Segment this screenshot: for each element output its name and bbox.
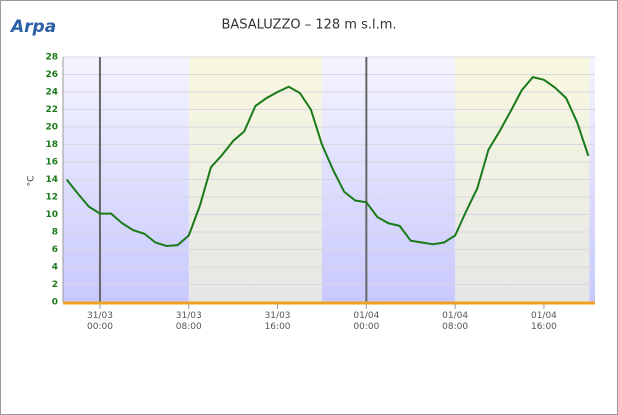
y-tick-label: 20 [45,123,58,133]
y-tick-label: 24 [45,88,58,98]
y-tick-label: 2 [52,280,58,290]
y-tick-label: 12 [45,193,58,203]
y-tick-label: 26 [45,70,58,80]
y-tick-label: 16 [45,158,58,168]
y-tick-label: 6 [52,245,58,255]
x-tick-label: 01/04 08:00 [442,311,469,332]
y-tick-label: 14 [45,175,58,185]
line-series [65,76,590,248]
x-tick-label: 01/04 00:00 [353,311,380,332]
y-tick-label: 8 [52,228,58,238]
y-tick-label: 22 [45,105,58,115]
x-tick-label: 01/04 16:00 [530,311,557,332]
y-tick-label: 0 [52,298,58,308]
x-tick-label: 31/03 00:00 [86,311,113,332]
x-tick-label: 31/03 08:00 [175,311,202,332]
y-tick-label: 18 [45,140,58,150]
logo: Arpa [9,17,56,37]
x-tick-label: 31/03 16:00 [264,311,291,332]
y-tick-label: 10 [45,210,58,220]
y-axis-label: °C [27,176,37,187]
y-tick-label: 4 [52,263,58,273]
chart-title: BASALUZZO – 128 m s.l.m. [221,18,396,33]
y-tick-label: 28 [45,53,58,63]
